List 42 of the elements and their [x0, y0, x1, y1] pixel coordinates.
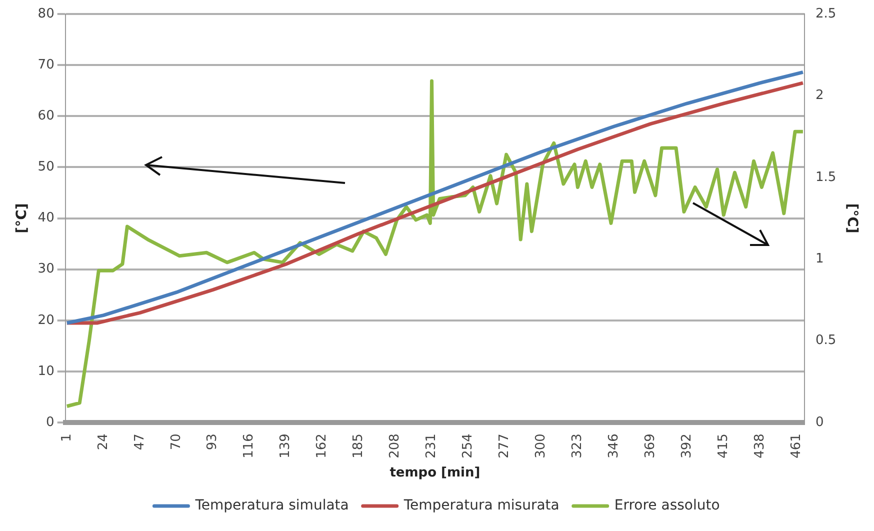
legend-label: Temperatura misurata [402, 498, 560, 514]
y-tick-label: 60 [38, 108, 54, 124]
x-tick-label: 346 [606, 434, 622, 458]
y-axis-title: [°C] [14, 203, 30, 234]
x-tick-label: 277 [497, 434, 512, 458]
legend-label: Temperatura simulata [194, 498, 349, 514]
y2-tick-label: 1 [816, 252, 824, 267]
x-tick-label: 70 [168, 434, 184, 450]
y-tick-label: 50 [38, 160, 54, 175]
x-tick-label: 47 [132, 434, 148, 450]
x-tick-label: 231 [424, 434, 440, 458]
x-tick-label: 300 [534, 434, 549, 458]
x-tick-label: 323 [570, 434, 586, 458]
x-axis-title: tempo [min] [390, 466, 480, 481]
x-tick-label: 162 [314, 434, 330, 458]
x-tick-label: 208 [388, 434, 403, 458]
y2-axis-title: [°C] [844, 203, 860, 234]
x-tick-label: 415 [716, 434, 732, 458]
x-tick-label: 1 [59, 434, 74, 442]
y2-tick-label: 0 [816, 414, 824, 430]
x-tick-label: 369 [643, 434, 658, 458]
x-tick-label: 93 [205, 434, 220, 450]
x-tick-label: 24 [96, 434, 111, 450]
y-tick-label: 80 [38, 6, 54, 22]
x-tick-label: 139 [278, 434, 294, 458]
legend-label: Errore assoluto [614, 498, 720, 514]
x-tick-label: 254 [460, 434, 476, 458]
y-tick-label: 10 [38, 364, 54, 379]
x-tick-label: 461 [788, 434, 804, 458]
x-tick-label: 438 [752, 434, 768, 458]
y2-tick-label: 1.5 [816, 170, 836, 185]
x-tick-label: 116 [242, 434, 257, 458]
y2-tick-label: 0.5 [816, 333, 836, 348]
y2-tick-label: 2 [816, 88, 824, 104]
y-tick-label: 40 [38, 210, 54, 226]
x-tick-label: 392 [680, 434, 695, 458]
x-tick-label: 185 [351, 434, 366, 458]
y-tick-label: 0 [46, 414, 54, 430]
y-tick-label: 20 [38, 312, 54, 328]
y2-tick-label: 2.5 [816, 6, 836, 22]
y-tick-label: 30 [38, 262, 54, 277]
y-tick-label: 70 [38, 57, 54, 72]
